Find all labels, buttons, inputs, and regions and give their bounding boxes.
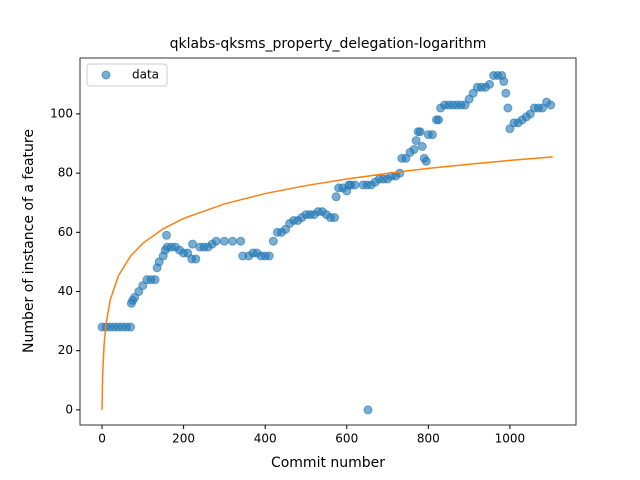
data-point: [268, 236, 278, 246]
data-point: [211, 236, 221, 246]
y-tick-label: 40: [58, 284, 73, 298]
data-point: [363, 405, 373, 415]
y-tick-label: 100: [50, 106, 73, 120]
data-point: [350, 180, 360, 190]
data-point: [427, 130, 437, 140]
data-point: [546, 100, 556, 110]
data-point: [411, 136, 421, 146]
data-point: [434, 115, 444, 125]
x-tick-label: 400: [254, 432, 277, 446]
data-point: [330, 213, 340, 223]
x-axis-label: Commit number: [271, 455, 385, 471]
data-point: [395, 168, 405, 178]
data-point: [264, 251, 274, 261]
legend-label: data: [132, 68, 159, 82]
x-tick-label: 1000: [495, 432, 526, 446]
data-point: [485, 79, 495, 89]
data-point: [236, 236, 246, 246]
data-point: [161, 230, 171, 240]
data-point: [409, 144, 419, 154]
data-point: [421, 156, 431, 166]
chart-title: qklabs-qksms_property_delegation-logarit…: [170, 36, 487, 52]
x-tick-label: 0: [98, 432, 106, 446]
data-point: [499, 76, 509, 86]
data-point: [150, 275, 160, 285]
data-point: [188, 239, 198, 249]
data-point: [503, 103, 513, 113]
x-tick-label: 200: [172, 432, 195, 446]
data-point: [331, 192, 341, 202]
data-point: [219, 236, 229, 246]
data-point: [191, 254, 201, 264]
plot-frame: [79, 57, 577, 426]
y-tick-label: 0: [65, 402, 73, 416]
x-tick-label: 600: [335, 432, 358, 446]
data-point: [228, 236, 238, 246]
data-point: [417, 141, 427, 151]
data-point: [415, 127, 425, 137]
fit-line: [101, 156, 553, 410]
y-tick-label: 60: [58, 225, 73, 239]
data-point: [501, 88, 511, 98]
legend-box: [86, 63, 168, 87]
y-tick-label: 80: [58, 166, 73, 180]
data-point: [126, 322, 136, 332]
x-tick-label: 800: [417, 432, 440, 446]
y-axis-label: Number of instance of a feature: [21, 129, 37, 353]
y-tick-label: 20: [58, 343, 73, 357]
legend-marker: [101, 70, 111, 80]
